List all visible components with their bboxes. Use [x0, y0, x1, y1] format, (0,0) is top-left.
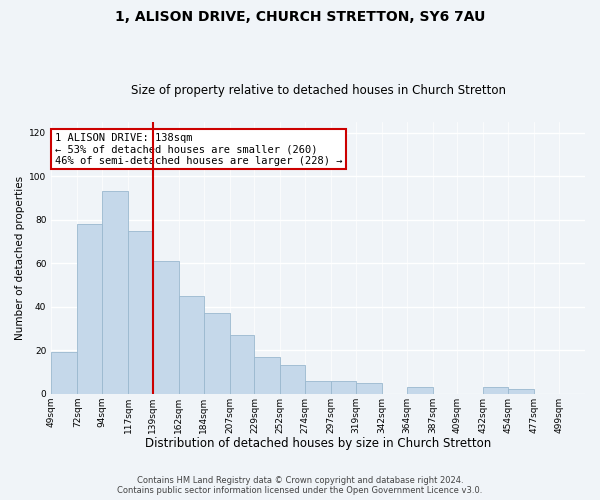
Title: Size of property relative to detached houses in Church Stretton: Size of property relative to detached ho… — [131, 84, 506, 97]
Bar — [51, 352, 77, 394]
Bar — [153, 261, 179, 394]
Bar — [102, 192, 128, 394]
Bar — [179, 296, 203, 394]
Bar — [203, 313, 230, 394]
Bar — [128, 230, 153, 394]
Text: Contains HM Land Registry data © Crown copyright and database right 2024.
Contai: Contains HM Land Registry data © Crown c… — [118, 476, 482, 495]
Bar — [254, 356, 280, 394]
Bar — [305, 380, 331, 394]
Text: 1 ALISON DRIVE: 138sqm
← 53% of detached houses are smaller (260)
46% of semi-de: 1 ALISON DRIVE: 138sqm ← 53% of detached… — [55, 132, 342, 166]
Bar — [407, 387, 433, 394]
X-axis label: Distribution of detached houses by size in Church Stretton: Distribution of detached houses by size … — [145, 437, 491, 450]
Bar — [484, 387, 508, 394]
Bar — [77, 224, 102, 394]
Bar — [331, 380, 356, 394]
Bar — [280, 366, 305, 394]
Bar — [356, 383, 382, 394]
Y-axis label: Number of detached properties: Number of detached properties — [15, 176, 25, 340]
Text: 1, ALISON DRIVE, CHURCH STRETTON, SY6 7AU: 1, ALISON DRIVE, CHURCH STRETTON, SY6 7A… — [115, 10, 485, 24]
Bar — [508, 390, 534, 394]
Bar — [230, 335, 254, 394]
